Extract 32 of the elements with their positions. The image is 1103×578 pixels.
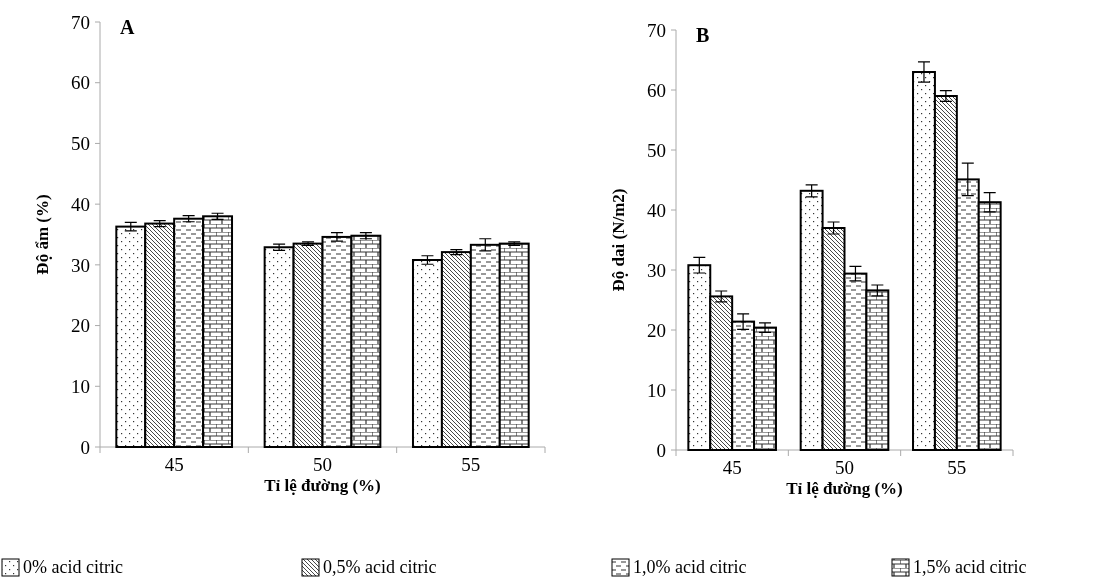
y-tick-label: 30 <box>71 254 90 276</box>
y-tick-label: 10 <box>647 379 666 401</box>
y-tick-label: 60 <box>71 72 90 94</box>
x-tick-label: 45 <box>164 454 184 475</box>
x-tick-label: 55 <box>461 454 481 475</box>
y-tick-label: 30 <box>647 259 666 281</box>
x-tick-label: 55 <box>947 457 967 478</box>
chart-title: B <box>696 24 710 46</box>
chart-title: A <box>120 16 135 38</box>
y-tick-label: 50 <box>647 139 666 161</box>
y-axis-title: Độ ẩm (%) <box>33 194 52 275</box>
x-tick-label: 45 <box>722 457 742 478</box>
legend-label: 1,0% acid citric <box>633 557 747 577</box>
x-axis-title: Tỉ lệ đường (%) <box>264 476 381 495</box>
x-tick-label: 50 <box>835 457 854 478</box>
legend-label: 1,5% acid citric <box>913 557 1027 577</box>
y-tick-label: 20 <box>647 319 666 341</box>
y-tick-label: 60 <box>647 79 666 101</box>
y-tick-label: 40 <box>71 193 90 215</box>
y-tick-label: 0 <box>80 436 90 458</box>
legend-label: 0,5% acid citric <box>323 557 437 577</box>
x-axis-title: Tỉ lệ đường (%) <box>786 479 903 498</box>
legend-label: 0% acid citric <box>23 557 123 577</box>
y-axis-title: Độ dai (N/m2) <box>609 188 628 292</box>
y-tick-label: 50 <box>71 133 90 155</box>
y-tick-label: 40 <box>647 199 666 221</box>
y-tick-label: 70 <box>71 11 90 33</box>
y-tick-label: 70 <box>647 19 666 41</box>
y-tick-label: 0 <box>656 439 666 461</box>
y-tick-label: 20 <box>71 315 90 337</box>
y-tick-label: 10 <box>71 375 90 397</box>
x-tick-label: 50 <box>313 454 332 475</box>
